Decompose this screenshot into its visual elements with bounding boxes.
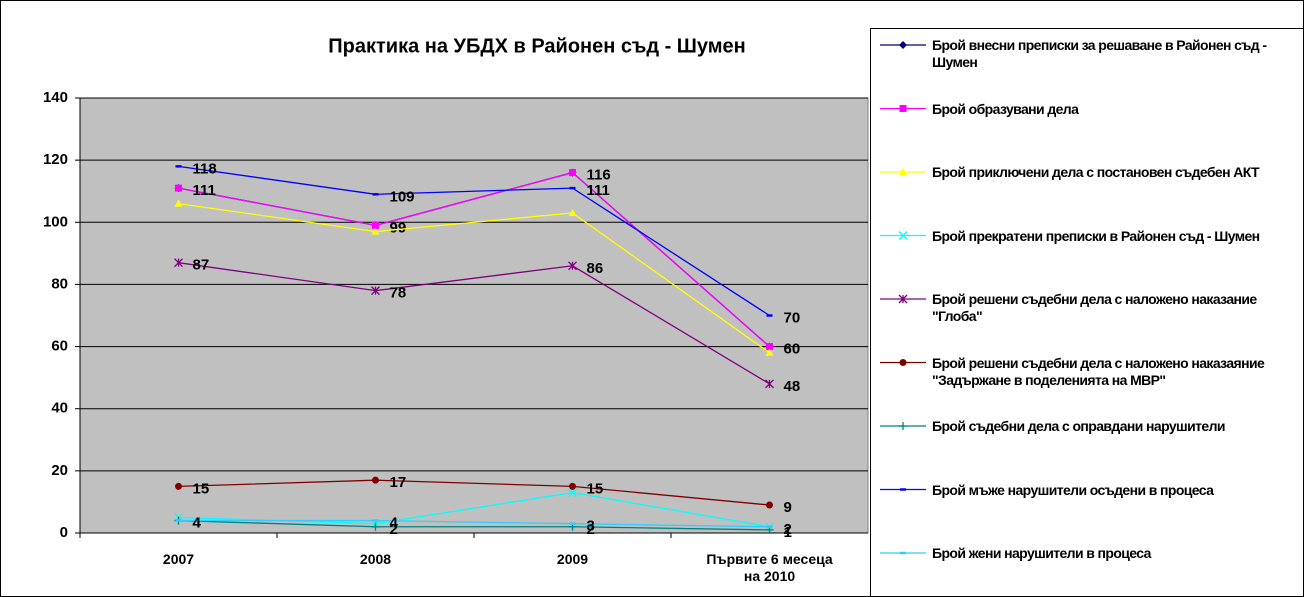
marker (899, 422, 907, 430)
marker (174, 199, 183, 207)
data-label: 15 (587, 480, 604, 497)
marker (899, 168, 907, 175)
marker (569, 169, 576, 177)
y-tick-label: 40 (51, 400, 68, 417)
marker (175, 482, 182, 490)
marker (371, 227, 380, 235)
y-tick-label: 60 (51, 338, 68, 355)
series: 118 109 111 70 (175, 160, 801, 326)
data-label: 2 (390, 521, 398, 538)
marker (766, 501, 773, 509)
series-line (178, 165, 770, 317)
legend-label: Брой приключени дела с постановен съдебе… (932, 164, 1260, 180)
data-label: 4 (193, 515, 202, 532)
legend-item (880, 294, 926, 304)
legend-item (880, 231, 926, 240)
data-label: 70 (784, 309, 801, 326)
series-line (178, 262, 770, 385)
legend-item (880, 359, 926, 366)
chart-title: Практика на УБДХ в Районен съд - Шумен (328, 35, 746, 57)
data-label: 87 (193, 257, 210, 274)
legend-box (870, 28, 1304, 597)
y-tick-label: 0 (60, 524, 68, 541)
series-line (178, 171, 770, 348)
marker (175, 184, 182, 192)
marker (766, 343, 773, 351)
legend-item (880, 168, 926, 175)
series (174, 199, 774, 356)
y-tick-label: 80 (51, 275, 68, 292)
legend-label: Брой жени нарушители в процеса (932, 545, 1151, 561)
data-label: 17 (390, 474, 407, 491)
series-line (178, 519, 770, 531)
data-label: 1 (784, 524, 792, 541)
marker (568, 261, 577, 271)
legend-label: Брой внесни преписки за решаване в Район… (932, 37, 1267, 70)
legend-label: Брой съдебни дела с оправдани нарушители (932, 418, 1225, 434)
marker (765, 348, 774, 356)
data-label: 78 (390, 285, 407, 302)
legend-item (880, 41, 926, 49)
data-label: 109 (390, 188, 415, 205)
marker (174, 258, 183, 268)
data-label: 99 (390, 219, 407, 236)
x-tick-label: 2007 (162, 551, 195, 567)
y-tick-label: 140 (43, 89, 68, 106)
series: 87 78 86 48 (174, 257, 801, 395)
x-tick-label: 2008 (359, 551, 392, 567)
series: 15 17 15 9 (175, 474, 792, 516)
series-line (178, 519, 770, 528)
data-label: 9 (784, 499, 792, 516)
data-label: 2 (587, 521, 595, 538)
marker (898, 231, 908, 240)
marker (899, 359, 907, 366)
marker (568, 488, 577, 498)
series-line (178, 202, 770, 354)
marker (371, 286, 380, 296)
marker (899, 41, 907, 49)
marker (372, 476, 379, 484)
legend-label: Брой мъже нарушители осъдени в процеса (932, 481, 1214, 498)
data-label: 116 (587, 167, 611, 184)
x-tick-label: Първите 6 месеца на 2010 (706, 551, 833, 584)
marker (568, 208, 577, 216)
data-label: 3 (587, 518, 595, 535)
data-label: 60 (784, 341, 801, 358)
data-label: 48 (784, 378, 801, 395)
marker (569, 482, 576, 490)
y-tick-label: 100 (43, 213, 68, 230)
marker (898, 294, 908, 304)
legend-label: Брой прекратени преписки в Районен съд -… (932, 227, 1260, 244)
data-label: 118 (193, 160, 217, 177)
marker (371, 522, 380, 531)
legend-label: Брой образувани дела (932, 100, 1079, 117)
data-label: 4 (390, 515, 399, 532)
marker (372, 221, 379, 229)
data-label: 111 (587, 182, 610, 199)
y-tick-label: 20 (51, 462, 68, 479)
marker (765, 379, 774, 389)
legend-label: Брой решени съдебни дела с наложено нака… (932, 291, 1257, 324)
marker (899, 105, 907, 112)
data-label: 4 (193, 515, 202, 532)
data-label: 111 (193, 182, 216, 199)
data-label: 2 (784, 521, 792, 538)
data-label: 86 (587, 260, 604, 277)
legend-label: Брой решени съдебни дела с наложено нака… (932, 354, 1265, 388)
legend-item (880, 105, 926, 112)
y-tick-label: 120 (43, 151, 68, 168)
series-line (178, 479, 770, 506)
legend-item (880, 422, 926, 430)
series: 111 99 116 60 (175, 167, 800, 358)
x-tick-label: 2009 (556, 551, 589, 567)
data-label: 15 (193, 480, 210, 497)
